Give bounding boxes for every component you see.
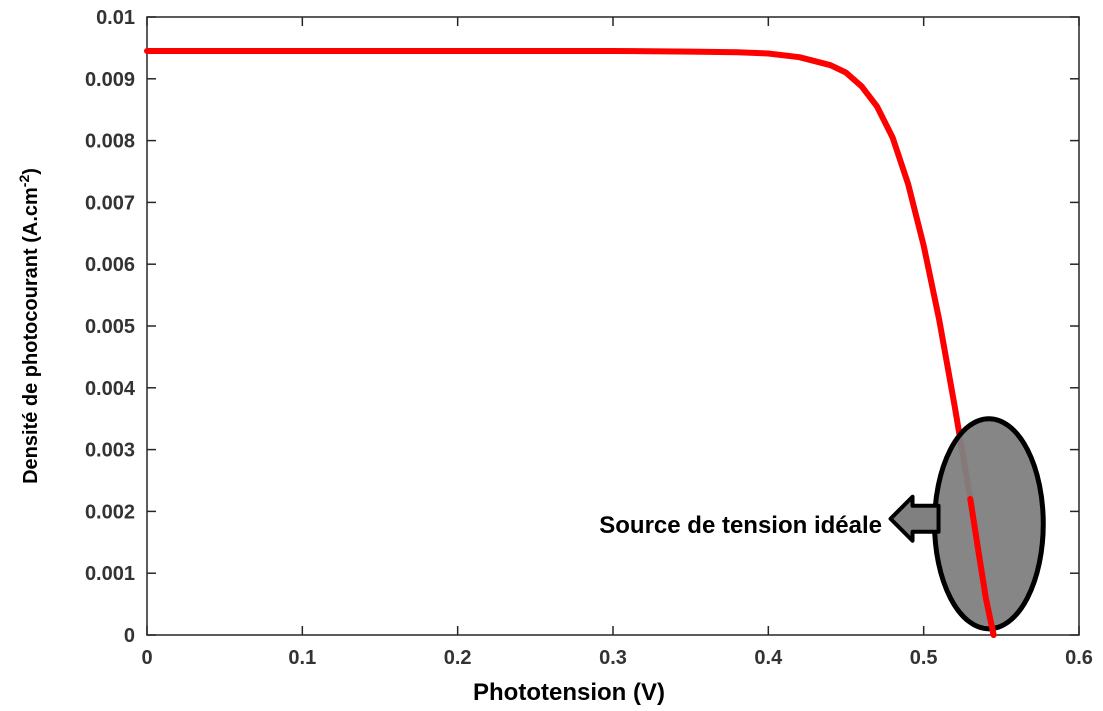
- x-tick-label: 0.4: [754, 647, 783, 669]
- x-tick-label: 0.6: [1065, 647, 1093, 669]
- y-tick-label: 0.008: [85, 131, 135, 153]
- x-tick-label: 0.1: [288, 647, 316, 669]
- y-tick-label: 0.002: [85, 501, 135, 523]
- annotation-ellipse: [932, 416, 1046, 632]
- x-tick-label: 0: [141, 647, 152, 669]
- x-tick-label: 0.3: [599, 647, 627, 669]
- y-tick-label: 0.003: [85, 440, 135, 462]
- y-tick-label: 0.005: [85, 316, 135, 338]
- y-axis-title-main: Densité de photocourant (A.cm: [20, 187, 42, 484]
- x-tick-label: 0.2: [444, 647, 472, 669]
- y-tick-label: 0.009: [85, 69, 135, 91]
- x-tick-label: 0.5: [910, 647, 938, 669]
- axis-ticks: [146, 16, 1080, 636]
- y-tick-label: 0.006: [85, 254, 135, 276]
- x-tick-labels: 0 0.1 0.2 0.3 0.4 0.5 0.6: [141, 647, 1092, 669]
- y-tick-label: 0.004: [85, 378, 136, 400]
- y-tick-label: 0.01: [96, 7, 135, 29]
- y-tick-labels: 0 0.001 0.002 0.003 0.004 0.005 0.006 0.007 0.00…: [85, 7, 136, 647]
- y-tick-label: 0.001: [85, 563, 135, 585]
- y-axis-title-close: ): [20, 168, 42, 175]
- photocurrent-curve-overlay: [967, 496, 997, 638]
- y-tick-label: 0: [124, 625, 135, 647]
- annotation-label: Source de tension idéale: [599, 512, 882, 539]
- y-tick-label: 0.007: [85, 192, 135, 214]
- annotation-arrow-icon: [888, 494, 941, 543]
- y-axis-title: Densité de photocourant (A.cm-2): [16, 168, 42, 484]
- x-axis-title: Phototension (V): [473, 679, 665, 706]
- y-axis-title-superscript: -2: [16, 175, 32, 188]
